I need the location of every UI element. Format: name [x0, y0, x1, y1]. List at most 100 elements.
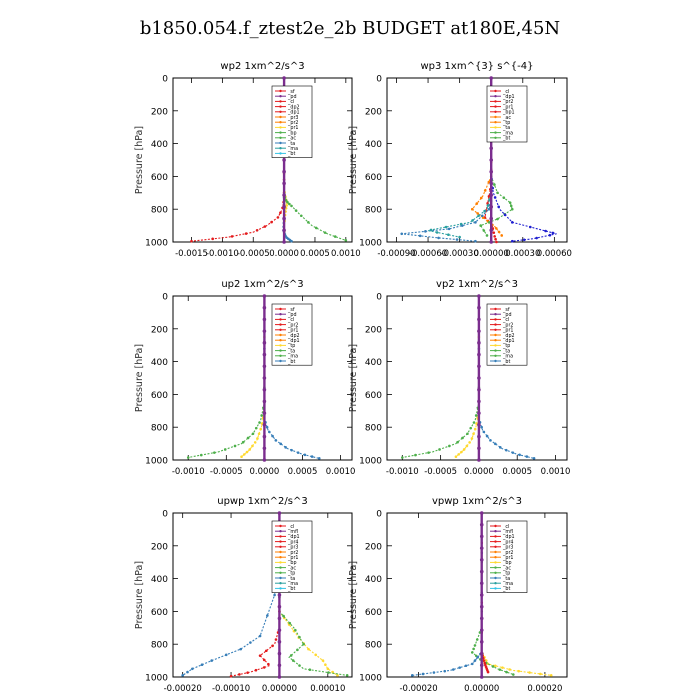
legend-label: _dp1 — [287, 338, 300, 344]
y-tick-label: 600 — [151, 391, 168, 401]
series-marker — [254, 668, 258, 672]
series-marker — [489, 169, 494, 174]
y-tick-label: 600 — [365, 608, 382, 618]
legend-marker — [279, 354, 282, 357]
legend-label: _dp2 — [502, 333, 515, 339]
series-marker — [479, 593, 484, 597]
legend-label: _ac — [502, 566, 511, 571]
legend-marker — [279, 89, 282, 93]
legend-marker — [494, 318, 497, 321]
series-marker — [277, 640, 282, 644]
series-marker — [336, 674, 339, 677]
y-tick-label: 800 — [151, 641, 168, 651]
legend-label: _cl — [287, 99, 294, 105]
series-marker — [274, 439, 278, 442]
chart-title: vp2 1xm^2/s^3 — [436, 279, 518, 290]
legend-label: _pr1 — [287, 328, 298, 334]
series-marker — [282, 240, 286, 244]
series-marker — [500, 234, 504, 237]
series-marker — [477, 434, 481, 439]
series-marker — [254, 426, 258, 430]
series-marker — [186, 670, 189, 674]
series-marker — [200, 663, 204, 666]
series-marker — [495, 240, 498, 244]
legend-marker — [494, 561, 497, 564]
series-marker — [470, 207, 474, 211]
series-marker — [475, 638, 479, 641]
x-tick-label: -0.00090 — [377, 249, 415, 259]
series-marker — [418, 234, 422, 238]
series-marker — [455, 238, 459, 241]
series-marker — [262, 352, 267, 357]
series-marker — [277, 628, 282, 632]
series-marker — [298, 635, 301, 639]
legend-label: _dp1 — [287, 110, 300, 116]
legend-marker — [494, 105, 497, 108]
series-marker — [239, 647, 243, 651]
series-marker — [483, 661, 486, 665]
series-marker — [539, 672, 542, 676]
x-tick-label: -0.0005 — [237, 249, 270, 259]
legend-label: _ma — [502, 355, 513, 360]
y-tick-label: 800 — [365, 641, 382, 651]
series-marker — [479, 558, 484, 562]
series-marker — [479, 675, 484, 679]
legend-marker — [279, 545, 282, 548]
series-marker — [271, 434, 274, 438]
plot-frame — [386, 77, 568, 243]
y-tick-label: 1000 — [145, 239, 168, 249]
series-marker — [238, 673, 241, 676]
series-marker — [472, 647, 475, 651]
series-marker — [282, 169, 286, 174]
series-marker — [477, 376, 481, 380]
legend-label: _dp2 — [287, 104, 300, 110]
series-marker — [289, 654, 293, 657]
series-marker — [473, 427, 477, 431]
series-marker — [294, 628, 297, 632]
series-marker — [251, 432, 255, 436]
legend-marker — [279, 524, 282, 528]
legend-marker — [279, 582, 282, 585]
x-tick-label: 0.00020 — [527, 684, 562, 694]
legend-label: _sf — [502, 307, 510, 313]
series-marker — [473, 644, 477, 647]
series-marker — [489, 181, 494, 186]
series-marker — [262, 329, 267, 333]
legend-marker — [494, 524, 497, 528]
series-marker — [510, 221, 514, 224]
y-tick-label: 200 — [151, 325, 168, 335]
legend-marker — [279, 328, 282, 331]
series-marker — [472, 432, 475, 436]
series-marker — [262, 434, 267, 439]
legend-label: _ac — [287, 566, 296, 571]
legend-label: _dp1 — [502, 94, 515, 100]
series-marker — [489, 240, 494, 244]
series-marker — [421, 672, 425, 676]
series-marker — [477, 387, 481, 392]
legend-marker — [279, 349, 282, 352]
series-marker — [479, 640, 484, 644]
series-marker — [230, 235, 234, 238]
series-marker — [510, 207, 514, 211]
series-marker — [535, 236, 538, 240]
legend-marker — [494, 550, 497, 554]
legend-marker — [494, 89, 497, 93]
series-marker — [282, 76, 286, 80]
series-marker — [444, 225, 448, 229]
series-marker — [494, 442, 497, 446]
y-tick-label: 200 — [365, 325, 382, 335]
legend-marker — [494, 344, 497, 347]
legend-label: _ta — [287, 348, 295, 354]
series-marker — [263, 225, 267, 228]
series-marker — [496, 191, 499, 195]
series-marker — [469, 426, 473, 430]
series-marker — [496, 217, 499, 221]
legend-label: _ta — [502, 125, 510, 131]
series-marker — [307, 221, 310, 224]
chart-panel-5: upwp 1xm^2/s^3 Pressure [hPa] 0 200 400 600 80… — [134, 496, 353, 694]
series-marker — [503, 213, 507, 217]
series-marker — [288, 621, 292, 625]
legend-label: _pr2 — [287, 120, 298, 126]
series-marker — [277, 616, 282, 621]
legend-marker — [494, 566, 497, 569]
